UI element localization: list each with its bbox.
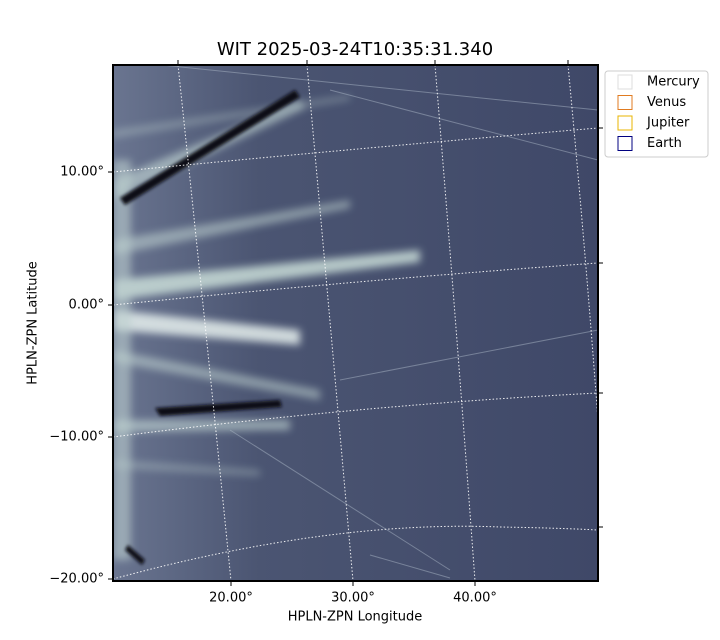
legend-label: Earth bbox=[647, 136, 682, 151]
legend-label: Venus bbox=[647, 95, 686, 110]
title: WIT 2025-03-24T10:35:31.340 bbox=[217, 39, 493, 60]
x-axis-label: HPLN-ZPN Longitude bbox=[288, 610, 423, 625]
coordinate-grid bbox=[113, 65, 598, 581]
image bbox=[113, 65, 598, 581]
plot-frame bbox=[112, 64, 599, 582]
y-tick-label: −20.00° bbox=[49, 572, 104, 587]
legend-swatch bbox=[617, 115, 633, 131]
x-tick-label: 40.00° bbox=[453, 591, 497, 606]
x-tick-label: 30.00° bbox=[331, 591, 375, 606]
legend-label: Mercury bbox=[647, 75, 700, 90]
y-tick-label: −10.00° bbox=[49, 430, 104, 445]
legend-label: Jupiter bbox=[646, 116, 690, 131]
x-tick-label: 20.00° bbox=[209, 591, 253, 606]
legend-swatch bbox=[617, 95, 633, 110]
y-tick-label: 0.00° bbox=[69, 298, 104, 313]
legend-swatch bbox=[617, 74, 633, 90]
legend: Mercury Venus Jupiter Earth bbox=[604, 70, 709, 158]
y-tick-label: 10.00° bbox=[60, 165, 104, 180]
y-axis-label: HPLN-ZPN Latitude bbox=[26, 261, 41, 384]
legend-swatch bbox=[617, 136, 633, 151]
axis-ticks bbox=[108, 60, 603, 586]
